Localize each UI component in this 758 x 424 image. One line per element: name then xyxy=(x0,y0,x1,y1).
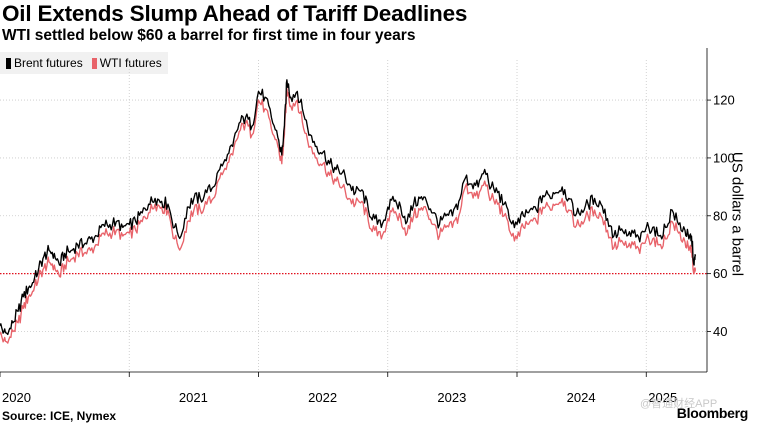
legend-label-brent: Brent futures xyxy=(14,56,83,70)
y-tick-label: 120 xyxy=(713,93,735,108)
x-tick-label: 2023 xyxy=(437,390,466,405)
x-tick-label: 2021 xyxy=(179,390,208,405)
chart-legend: Brent futures WTI futures xyxy=(0,52,168,74)
watermark: @智通财经APP xyxy=(640,398,718,410)
x-tick-label: 2025 xyxy=(648,390,677,405)
y-tick-label: 40 xyxy=(713,324,727,339)
y-tick-label: 80 xyxy=(713,208,727,223)
y-tick-label: 100 xyxy=(713,150,735,165)
series-line-wti xyxy=(0,87,697,344)
axis-layer: 40 60 80 100 120 2020 2021 2022 2023 2024 2025 xyxy=(0,48,735,405)
chart-title: Oil Extends Slump Ahead of Tariff Deadli… xyxy=(2,1,468,26)
brand-logo: Bloomberg xyxy=(676,405,749,421)
legend-swatch-wti xyxy=(91,57,97,69)
y-tick-label: 60 xyxy=(713,266,727,281)
legend-item-wti: WTI futures xyxy=(91,56,162,70)
chart-subtitle: WTI settled below $60 a barrel for first… xyxy=(2,27,416,44)
x-tick-label: 2024 xyxy=(567,390,596,405)
source-note: Source: ICE, Nymex xyxy=(2,409,117,423)
y-axis-title: US dollars a barrel xyxy=(728,151,746,277)
series-layer xyxy=(0,79,707,344)
x-tick-label: 2022 xyxy=(308,390,337,405)
x-tick-label: 2020 xyxy=(2,390,31,405)
legend-label-wti: WTI futures xyxy=(99,56,162,70)
legend-item-brent: Brent futures xyxy=(6,56,83,70)
series-line-brent xyxy=(0,79,697,336)
legend-swatch-brent xyxy=(6,57,11,69)
